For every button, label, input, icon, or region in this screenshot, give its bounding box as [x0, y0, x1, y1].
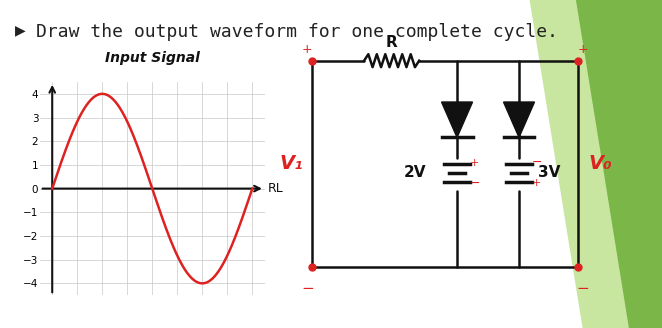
Text: R: R — [386, 35, 397, 51]
Text: 2V: 2V — [404, 165, 426, 180]
Text: +: + — [577, 43, 588, 56]
Polygon shape — [530, 0, 629, 328]
Text: Input Signal: Input Signal — [105, 51, 200, 65]
Polygon shape — [442, 102, 473, 137]
Text: +: + — [302, 43, 312, 56]
Text: −: − — [577, 280, 589, 296]
Text: +: + — [470, 157, 479, 168]
Text: −: − — [301, 280, 314, 296]
Text: +: + — [532, 178, 542, 188]
Text: −: − — [470, 177, 481, 190]
Polygon shape — [556, 0, 662, 328]
Polygon shape — [504, 102, 534, 137]
Text: Draw the output waveform for one complete cycle.: Draw the output waveform for one complet… — [36, 23, 559, 41]
Text: ▶: ▶ — [15, 23, 25, 37]
Text: RL: RL — [267, 182, 283, 195]
Text: −: − — [532, 156, 543, 169]
Text: V₀: V₀ — [588, 154, 612, 174]
Text: V₁: V₁ — [280, 154, 304, 174]
Text: 3V: 3V — [538, 165, 560, 180]
